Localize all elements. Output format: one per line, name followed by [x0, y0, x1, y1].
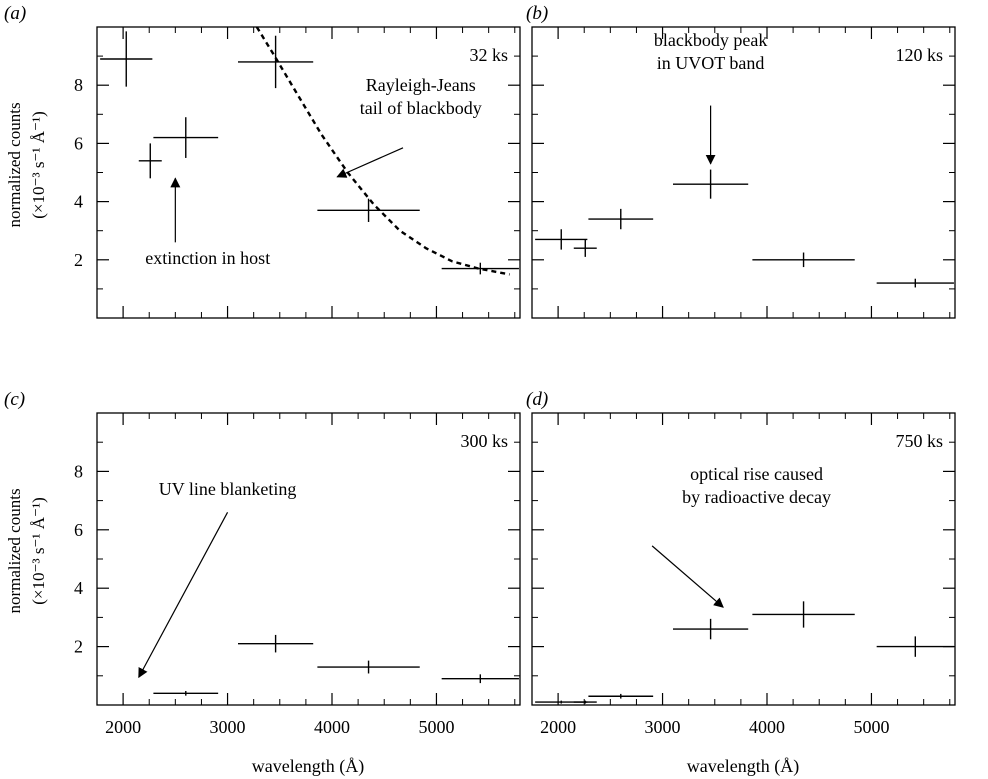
- y-axis-title-top-line2: (×10⁻³ s⁻¹ Å⁻¹): [29, 111, 48, 219]
- y-tick-label: 4: [74, 578, 83, 598]
- data-point: [588, 693, 654, 699]
- y-axis-title-bottom-line1: normalized counts: [5, 488, 24, 613]
- data-point: [876, 278, 954, 288]
- data-point: [153, 117, 219, 158]
- annotation-arrow: [651, 545, 724, 608]
- data-point: [752, 601, 855, 628]
- data-point: [535, 229, 588, 250]
- x-tick-label: 4000: [314, 717, 350, 737]
- y-tick-label: 4: [74, 192, 83, 212]
- exposure-label: 750 ks: [895, 431, 943, 451]
- annotation: UV line blanketing: [138, 479, 297, 679]
- exposure-label: 32 ks: [469, 45, 508, 65]
- annotation-arrow: [336, 147, 404, 178]
- annotation: optical rise caused by radioactive decay: [651, 464, 831, 608]
- x-axis-title-left: wavelength (Å): [252, 756, 364, 777]
- x-tick-label: 3000: [210, 717, 246, 737]
- data-point: [441, 262, 519, 275]
- x-tick-label: 3000: [645, 717, 681, 737]
- annotation-text: tail of blackbody: [360, 98, 482, 118]
- data-point: [100, 31, 153, 87]
- annotation-text: blackbody peak: [654, 30, 767, 50]
- annotation-text: by radioactive decay: [682, 487, 831, 507]
- data-point: [153, 690, 219, 696]
- y-tick-label: 8: [74, 461, 83, 481]
- data-point: [573, 239, 597, 257]
- data-points: [535, 169, 954, 288]
- data-point: [673, 618, 749, 640]
- data-point: [752, 252, 855, 268]
- panel-4: 2000 3000 4000 5000 (d) 750 ks optical rise ca…: [526, 389, 956, 737]
- data-points: [100, 31, 519, 275]
- data-point: [588, 208, 654, 230]
- x-tick-label: 5000: [853, 717, 889, 737]
- exposure-label: 300 ks: [460, 431, 508, 451]
- annotation-arrow: [138, 511, 229, 679]
- annotation-text: optical rise caused: [690, 464, 823, 484]
- plot-frame: [531, 412, 956, 706]
- data-point: [138, 143, 162, 179]
- data-point: [573, 700, 597, 704]
- data-points: [153, 634, 519, 696]
- data-point: [673, 169, 749, 199]
- exposure-label: 120 ks: [895, 45, 943, 65]
- annotation: extinction in host: [145, 177, 270, 268]
- x-tick-label: 4000: [749, 717, 785, 737]
- data-point: [317, 660, 420, 674]
- panel-1: 2 4 6 8 (a) 32 ks Rayleigh-Jeans tail of blackb…: [4, 3, 521, 319]
- annotation: blackbody peak in UVOT band: [654, 30, 767, 165]
- annotation-text: in UVOT band: [657, 53, 765, 73]
- data-point: [317, 198, 420, 222]
- y-tick-label: 8: [74, 75, 83, 95]
- y-tick-label: 2: [74, 637, 83, 657]
- panel-label: (b): [526, 3, 548, 24]
- x-tick-label: 2000: [540, 717, 576, 737]
- x-tick-label: 5000: [418, 717, 454, 737]
- y-tick-label: 6: [74, 520, 83, 540]
- y-tick-label: 6: [74, 133, 83, 153]
- y-axis-title-top-line1: normalized counts: [5, 102, 24, 227]
- annotation: Rayleigh-Jeans tail of blackbody: [336, 75, 482, 178]
- blackbody-curve: [255, 27, 510, 276]
- panel-3: 2 4 6 8 2000 3000 4000 5000 (c) 300 ks UV line bla…: [4, 389, 521, 737]
- plot-frame: [96, 412, 521, 706]
- data-point: [238, 634, 314, 653]
- annotation-text: Rayleigh-Jeans: [366, 75, 476, 95]
- panel-2: (b) 120 ks blackbody peak in UVOT band: [526, 3, 956, 319]
- data-point: [441, 674, 519, 684]
- x-axis-title-right: wavelength (Å): [687, 756, 799, 777]
- data-point: [876, 636, 954, 657]
- y-axis-title-bottom-line2: (×10⁻³ s⁻¹ Å⁻¹): [29, 497, 48, 605]
- panel-label: (d): [526, 389, 548, 410]
- y-tick-label: 2: [74, 250, 83, 270]
- data-points: [535, 601, 954, 704]
- annotation-text: UV line blanketing: [159, 479, 297, 499]
- plot-frame: [96, 26, 521, 319]
- x-tick-label: 2000: [105, 717, 141, 737]
- annotation-text: extinction in host: [145, 248, 270, 268]
- panel-label: (c): [4, 389, 25, 410]
- panel-label: (a): [4, 3, 26, 24]
- data-point: [238, 35, 314, 89]
